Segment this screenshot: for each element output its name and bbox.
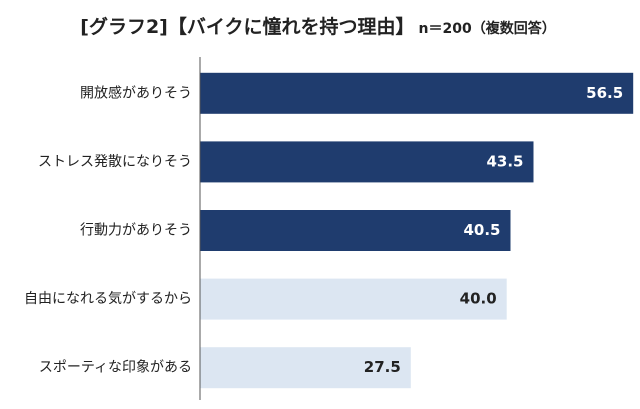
chart-title-block: [グラフ2]【バイクに憧れを持つ理由】 n＝200（複数回答） [8,12,628,39]
category-label: 自由になれる気がするから [24,291,192,307]
value-label: 27.5 [364,358,401,376]
category-label: ストレス発散になりそう [38,154,192,170]
value-label: 40.5 [463,221,500,239]
chart-title: [グラフ2]【バイクに憧れを持つ理由】 [80,16,415,38]
category-label: スポーティな印象がある [39,360,192,376]
category-label: 行動力がありそう [80,223,192,239]
category-label: 開放感がありそう [80,84,192,101]
bar [200,72,634,114]
bar [200,210,511,251]
bar [200,278,507,320]
chart-subtitle: n＝200（複数回答） [418,21,556,37]
value-label: 56.5 [586,84,623,102]
bar [200,347,411,389]
bar [200,141,534,183]
value-label: 43.5 [486,152,523,170]
value-label: 40.0 [460,290,497,308]
